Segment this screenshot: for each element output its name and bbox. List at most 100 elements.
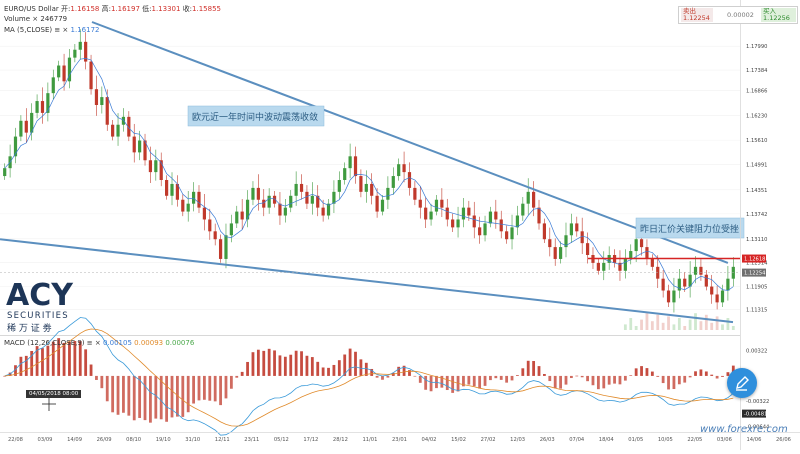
macd-histogram-bar <box>19 356 23 376</box>
macd-histogram-bar <box>127 375 131 416</box>
macd-histogram-bar <box>640 366 643 376</box>
y-tick-label: 1.17384 <box>746 68 768 74</box>
macd-tick-label: -0.00322 <box>746 399 769 405</box>
candle-body <box>402 164 406 173</box>
candle-body <box>391 176 395 188</box>
macd-histogram-bar <box>569 375 573 379</box>
ma-label[interactable]: MA (5,CLOSE) <box>4 26 53 34</box>
macd-histogram-bar <box>494 375 498 379</box>
macd-histogram-bar <box>602 375 606 389</box>
edit-button[interactable] <box>727 368 757 398</box>
x-tick-label: 26/09 <box>97 437 112 443</box>
macd-histogram-bar <box>645 368 649 376</box>
high-label: 高: <box>101 5 111 13</box>
x-tick-label: 12/11 <box>215 437 230 443</box>
symbol-name[interactable]: EURO/US Dollar <box>4 5 59 13</box>
price-axis[interactable]: 1.17990 1.17384 1.16866 1.16230 1.15610 1.149… <box>740 0 769 450</box>
macd-histogram-bar <box>499 375 503 380</box>
candle-body <box>235 211 239 224</box>
macd-histogram-bar <box>122 375 125 413</box>
macd-histogram-bar <box>95 375 98 380</box>
candle-body <box>51 77 55 94</box>
macd-label[interactable]: MACD (12,26,CLOSE,9) <box>4 339 85 347</box>
buy-button[interactable]: 买入 1.12256 <box>761 8 796 22</box>
macd-tick-label: 0.00322 <box>746 349 767 355</box>
x-tick-label: 11/01 <box>362 437 377 443</box>
candle-body <box>683 278 687 287</box>
lower-trendline <box>0 238 734 324</box>
candle-body <box>666 290 671 303</box>
x-tick-label: 07/04 <box>569 437 585 443</box>
close-label: 收: <box>182 5 193 13</box>
price-tag <box>742 268 766 277</box>
macd-histogram-bar <box>132 375 136 421</box>
candle-body <box>618 262 622 271</box>
candle-body <box>488 211 493 224</box>
macd-histogram-bar <box>467 375 471 385</box>
candle-body <box>40 101 45 113</box>
candle-body <box>213 231 217 240</box>
macd-histogram-bar <box>51 341 55 376</box>
close-icon[interactable]: × <box>32 15 39 23</box>
candle-body <box>505 231 509 240</box>
volume-bar <box>672 324 676 330</box>
ohlc-legend: EURO/US Dollar 开:1.16158 高:1.16197 低:1.1… <box>4 4 221 14</box>
macd-histogram-bar <box>240 371 244 376</box>
macd-tick-label: -0.00481 <box>744 412 767 418</box>
resistance-annotation[interactable]: 昨日汇价关键阻力位受挫 <box>635 217 745 239</box>
x-tick-label: 10/05 <box>658 437 673 443</box>
volume-label[interactable]: Volume <box>4 15 31 23</box>
signal-line <box>4 328 734 427</box>
buy-label: 买入 <box>763 7 776 15</box>
macd-histogram-bar <box>62 342 66 376</box>
macd-settings-icon[interactable]: ≡ × <box>86 339 101 347</box>
candle-body <box>434 199 439 212</box>
macd-histogram-bar <box>143 375 147 421</box>
candle-body <box>89 61 93 90</box>
candle-body <box>73 49 77 58</box>
candle-body <box>138 140 142 153</box>
macd-histogram-bar <box>462 375 465 387</box>
macd-histogram-bar <box>354 351 357 376</box>
sell-button[interactable]: 卖出 1.12254 <box>681 8 713 22</box>
macd-histogram-bar <box>149 375 152 423</box>
candle-body <box>726 278 730 291</box>
candle-body <box>62 65 66 82</box>
candle-body <box>251 187 255 200</box>
macd-histogram-bar <box>629 375 633 376</box>
volume-value: 246779 <box>40 15 68 23</box>
macd-histogram-bar <box>278 355 282 376</box>
macd-histogram-bar <box>521 368 525 376</box>
y-tick-label: 1.11315 <box>746 308 767 314</box>
sell-label: 卖出 <box>683 7 696 15</box>
triangle-annotation[interactable]: 欧元近一年时间中波动震荡收敛 <box>187 105 325 127</box>
macd-histogram-bar <box>721 375 724 377</box>
macd-legend: MACD (12,26,CLOSE,9) ≡ × 0.00105 0.00093… <box>4 339 194 347</box>
candle-body <box>170 183 174 196</box>
candle-body <box>661 278 665 291</box>
macd-histogram-bar <box>699 369 703 376</box>
logo-subtext: SECURITIES <box>7 311 69 321</box>
ma-settings-icon[interactable]: ≡ × <box>54 26 69 34</box>
candle-body <box>553 247 557 259</box>
candle-body <box>370 183 374 196</box>
candle-body <box>272 195 277 204</box>
macd-histogram-bar <box>424 375 428 390</box>
moving-average-line <box>4 58 734 291</box>
candle-body <box>720 290 725 303</box>
candle-body <box>429 211 433 220</box>
candle-body <box>478 227 482 236</box>
time-axis[interactable]: 22/08 03/09 14/09 26/09 08/10 19/10 31/10 12/11… <box>0 432 800 444</box>
macd-histogram-bar <box>694 371 697 376</box>
ma-value: 1.16172 <box>70 26 100 34</box>
pencil-icon <box>736 376 749 391</box>
candle-body <box>332 191 336 204</box>
macd-histogram-bar <box>413 375 417 377</box>
ma-legend: MA (5,CLOSE) ≡ × 1.16172 <box>4 26 100 34</box>
macd-histogram-bar <box>283 356 287 376</box>
candle-body <box>321 207 325 216</box>
macd-histogram-bar <box>332 364 336 376</box>
candle-body <box>569 223 573 236</box>
